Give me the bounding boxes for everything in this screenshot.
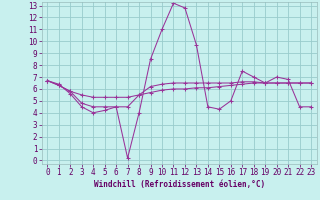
X-axis label: Windchill (Refroidissement éolien,°C): Windchill (Refroidissement éolien,°C) (94, 180, 265, 189)
